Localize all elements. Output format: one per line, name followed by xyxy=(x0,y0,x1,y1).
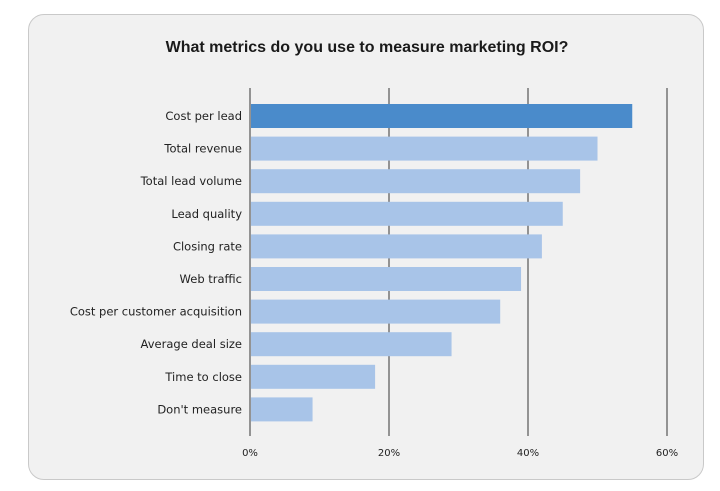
bar-4 xyxy=(251,234,542,259)
x-tick-label: 40% xyxy=(517,448,539,459)
category-label: Cost per customer acquisition xyxy=(70,305,242,319)
category-label: Cost per lead xyxy=(165,109,242,123)
bar-5 xyxy=(251,267,522,291)
category-labels: Cost per lead Total revenue Total lead vol… xyxy=(70,109,242,416)
bar-6 xyxy=(251,299,501,324)
x-tick-label: 60% xyxy=(656,448,678,459)
category-label: Closing rate xyxy=(173,239,242,253)
x-tick-label: 0% xyxy=(242,448,258,459)
bar-7 xyxy=(251,332,452,357)
bar-1 xyxy=(251,136,598,161)
category-label: Total revenue xyxy=(163,142,242,156)
bar-8 xyxy=(251,364,376,389)
x-tick-label: 20% xyxy=(378,448,400,459)
bar-0 xyxy=(251,104,633,128)
x-axis-ticks: 0% 20% 40% 60% xyxy=(242,448,678,459)
grid-lines xyxy=(249,88,668,436)
category-label: Lead quality xyxy=(171,207,242,221)
bar-3 xyxy=(251,201,563,226)
category-label: Web traffic xyxy=(180,272,242,286)
bars xyxy=(251,104,633,422)
category-label: Time to close xyxy=(164,370,242,384)
category-label: Average deal size xyxy=(141,337,242,351)
bar-9 xyxy=(251,397,313,422)
bar-2 xyxy=(251,169,581,194)
category-label: Don't measure xyxy=(157,402,242,416)
category-label: Total lead volume xyxy=(140,174,242,188)
chart-title: What metrics do you use to measure marke… xyxy=(165,39,569,56)
